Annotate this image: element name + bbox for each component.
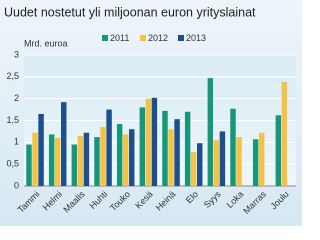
bar — [174, 119, 180, 186]
bar — [83, 132, 90, 186]
y-tick-label: 3 — [14, 49, 19, 59]
bar — [168, 129, 174, 186]
bar — [32, 132, 38, 186]
bar — [230, 108, 236, 186]
bar — [275, 115, 282, 186]
bar — [26, 144, 32, 186]
y-tick-label: 0 — [14, 180, 19, 190]
bar — [129, 129, 135, 186]
y-tick-label: 2,5 — [6, 71, 19, 81]
bar — [258, 132, 265, 186]
bar — [100, 127, 106, 186]
bar — [38, 113, 44, 186]
y-tick-label: 2 — [14, 93, 19, 103]
bar — [252, 139, 259, 186]
legend: 2011 2012 2013 — [102, 33, 206, 43]
bar — [54, 137, 61, 186]
bar — [71, 144, 78, 186]
y-tick-label: 0,5 — [6, 159, 19, 169]
bar — [213, 140, 220, 186]
page: Uudet nostetut yli miljoonan euron yrity… — [0, 0, 302, 226]
bar — [162, 110, 168, 186]
bar — [61, 102, 67, 186]
bar — [48, 134, 55, 186]
legend-label: 2011 — [110, 33, 129, 43]
bar — [190, 151, 197, 186]
legend-swatch — [140, 35, 146, 41]
bar — [184, 111, 191, 186]
bar — [122, 134, 129, 186]
bar — [106, 109, 112, 186]
legend-label: 2012 — [148, 33, 168, 43]
chart: Uudet nostetut yli miljoonan euron yrity… — [0, 0, 302, 226]
y-axis-label: Mrd. euroa — [24, 38, 68, 48]
y-tick-label: 1,5 — [6, 115, 19, 125]
bar — [145, 98, 152, 186]
bar — [236, 137, 242, 186]
bar — [151, 97, 158, 186]
bar — [77, 135, 84, 186]
bar — [219, 131, 226, 186]
bar — [94, 137, 100, 186]
bar — [197, 143, 203, 186]
legend-label: 2013 — [186, 33, 206, 43]
bar — [281, 82, 288, 186]
legend-swatch — [178, 35, 184, 41]
legend-swatch — [102, 35, 108, 41]
chart-title: Uudet nostetut yli miljoonan euron yrity… — [4, 5, 256, 19]
bar — [116, 123, 123, 186]
bar — [139, 107, 146, 186]
bar — [207, 78, 214, 186]
y-tick-label: 1 — [14, 137, 19, 147]
